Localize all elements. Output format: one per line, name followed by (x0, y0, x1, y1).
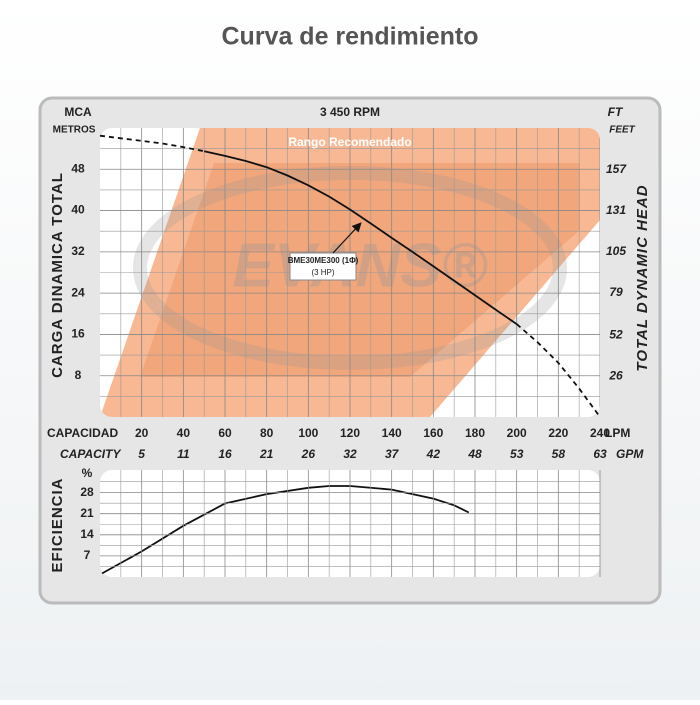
x2-tick-label: 37 (385, 447, 400, 461)
x-axis-title: CAPACIDAD (47, 426, 118, 440)
x2-tick-label: 53 (510, 447, 524, 461)
y-axis-title: CARGA DINAMICA TOTAL (49, 172, 66, 378)
curve-label: BME30ME300 (1Φ) (288, 256, 359, 265)
line (99, 134, 601, 418)
x-tick-label: 180 (465, 426, 485, 440)
x-tick-label: 100 (298, 426, 318, 440)
x2-tick-label: 58 (552, 447, 566, 461)
chart-title: 3 450 RPM (320, 105, 380, 119)
curve-label-box (289, 252, 357, 281)
x-tick-label: 40 (177, 426, 191, 440)
x2-tick-label: 32 (343, 447, 357, 461)
y-axis-label: MCA (64, 105, 92, 119)
x-tick-label: 80 (260, 426, 274, 440)
x-tick-label: 240 (590, 426, 610, 440)
line (204, 150, 518, 325)
y2-tick-label: 131 (606, 203, 626, 217)
y-tick-label: 48 (71, 161, 85, 175)
x-tick-label: 120 (340, 426, 360, 440)
y-axis-unit: METROS (53, 125, 96, 136)
x-tick-label: 220 (548, 426, 568, 440)
y-tick-label: 28 (80, 485, 94, 499)
x-tick-label: 60 (218, 426, 232, 440)
y2-tick-label: 79 (609, 285, 623, 299)
y2-axis-unit: FEET (609, 125, 635, 136)
x2-axis-title: CAPACITY (60, 447, 121, 461)
plot-1: EVANS® (100, 128, 600, 417)
y-tick-label: 7 (84, 548, 91, 562)
x2-axis-unit: GPM (616, 447, 644, 461)
y-tick-label: 8 (75, 368, 82, 382)
y-axis-unit: % (82, 466, 93, 480)
x2-tick-label: 11 (177, 447, 190, 461)
y2-axis-label: FT (608, 105, 624, 119)
x2-tick-label: 42 (426, 447, 441, 461)
y-tick-label: 24 (71, 285, 85, 299)
x-tick-label: 140 (382, 426, 402, 440)
y-tick-label: 21 (80, 506, 94, 520)
marks (99, 134, 601, 575)
x2-tick-label: 63 (593, 447, 607, 461)
y2-axis-title: TOTAL DYNAMIC HEAD (634, 184, 651, 371)
y-tick-label: 32 (71, 244, 85, 258)
x-tick-label: 160 (423, 426, 443, 440)
y-tick-label: 16 (71, 327, 85, 341)
x2-tick-label: 48 (467, 447, 482, 461)
y2-tick-label: 157 (606, 162, 627, 176)
y2-tick-label: 26 (608, 368, 623, 382)
watermark: EVANS® (233, 231, 488, 300)
page-title: Curva de rendimiento (222, 23, 479, 51)
x-tick-label: 20 (135, 426, 149, 440)
annotation: Rango Recomendado (288, 135, 411, 149)
x2-tick-label: 21 (259, 447, 274, 461)
line (101, 485, 470, 575)
x2-tick-label: 5 (138, 447, 145, 461)
y2-tick-label: 105 (606, 244, 626, 258)
y-axis-title: EFICIENCIA (49, 477, 66, 572)
x2-tick-label: 26 (301, 447, 316, 461)
curve-label-arrow (332, 222, 362, 254)
y2-tick-label: 52 (609, 327, 623, 341)
x-axis-unit: LPM (605, 426, 630, 440)
recommended-range-core (140, 163, 580, 377)
curve-label: (3 HP) (311, 268, 334, 277)
y-tick-label: 40 (71, 203, 85, 217)
x-tick-label: 200 (507, 426, 527, 440)
x2-tick-label: 16 (218, 447, 232, 461)
y-tick-label: 14 (80, 527, 94, 541)
